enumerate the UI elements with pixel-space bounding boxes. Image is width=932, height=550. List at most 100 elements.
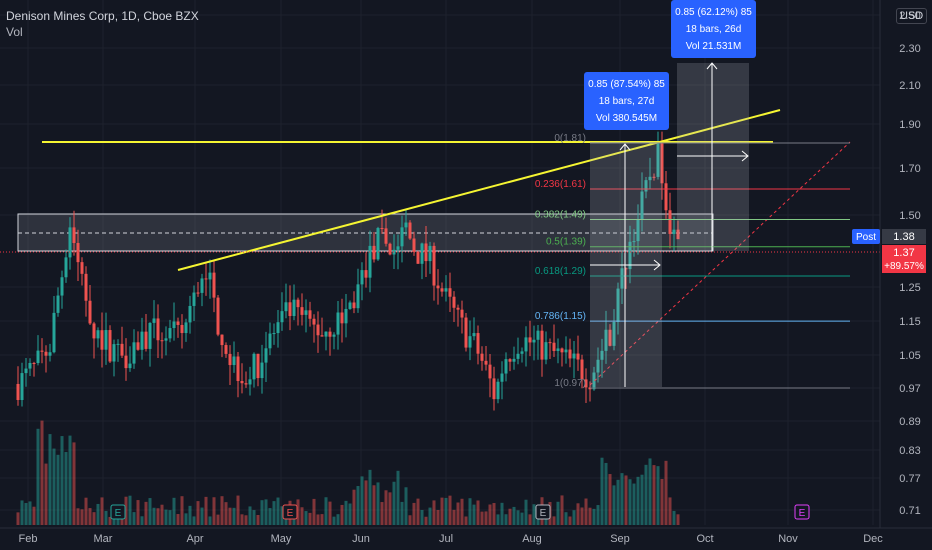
earnings-marker-label: E [115, 508, 122, 519]
candle-body [336, 312, 340, 335]
fib-level-label: 0.618(1.29) [535, 266, 586, 277]
price-tick-label: 0.83 [899, 445, 920, 457]
volume-bar [24, 503, 28, 525]
currency-badge[interactable]: USD [896, 8, 928, 24]
candle-body [604, 329, 608, 351]
candle-body [624, 268, 628, 270]
candle-body [280, 311, 284, 323]
volume-bar [620, 473, 624, 525]
candle-body [240, 381, 244, 384]
candle-body [388, 243, 392, 255]
fib-level-label: 0.5(1.39) [546, 237, 586, 248]
post-tag [852, 229, 880, 244]
time-tick-label: Mar [94, 533, 113, 545]
candle-body [456, 307, 460, 310]
candle-body [564, 349, 568, 353]
candle-body [656, 142, 660, 177]
volume-bar [580, 507, 584, 525]
candle-body [308, 310, 312, 319]
volume-bar [476, 500, 480, 525]
volume-bar [576, 503, 580, 525]
volume-bar [160, 504, 164, 525]
candle-body [352, 302, 356, 309]
volume-bar [672, 510, 676, 525]
volume-bar [636, 476, 640, 525]
volume-bar [520, 512, 524, 525]
volume-bar [616, 479, 620, 525]
time-tick-label: Sep [610, 533, 630, 545]
candle-body [672, 229, 676, 234]
candle-body [468, 336, 472, 348]
candle-body [304, 310, 308, 315]
volume-bar [196, 501, 200, 525]
volume-bar [632, 483, 636, 525]
volume-bar [656, 466, 660, 525]
volume-bar [600, 457, 604, 525]
candle-body [156, 318, 160, 341]
volume-bar [480, 511, 484, 525]
volume-bar [516, 510, 520, 525]
volume-bar [208, 516, 212, 525]
candle-body [120, 343, 124, 356]
volume-indicator-label[interactable]: Vol [6, 25, 23, 39]
volume-bar [296, 499, 300, 525]
candle-body [644, 180, 648, 192]
volume-bar [412, 502, 416, 525]
volume-bar [464, 516, 468, 525]
time-axis[interactable]: Feb Mar Apr May Jun Jul Aug Sep Oct Nov Dec [0, 527, 932, 545]
volume-bar [396, 470, 400, 525]
candle-body [272, 333, 276, 335]
volume-bar [612, 485, 616, 525]
measure-info-box [584, 72, 669, 130]
volume-bar [628, 479, 632, 525]
volume-bar [60, 436, 64, 525]
volume-bar [124, 496, 128, 525]
candle-body [508, 359, 512, 362]
volume-bar [564, 512, 568, 525]
time-tick-label: Feb [19, 533, 38, 545]
volume-bar [648, 458, 652, 525]
candle-body [384, 228, 388, 244]
volume-bar [668, 497, 672, 525]
candle-body [520, 351, 524, 354]
volume-bar [88, 508, 92, 525]
volume-bar [276, 497, 280, 525]
candle-body [464, 317, 468, 348]
volume-bar [336, 514, 340, 525]
volume-bar [332, 516, 336, 525]
price-tick-label: 0.77 [899, 473, 920, 485]
volume-bar [308, 512, 312, 525]
candle-body [60, 277, 64, 296]
volume-bar [204, 496, 208, 525]
candle-body [528, 337, 532, 343]
volume-bar [524, 499, 528, 525]
candle-body [368, 245, 372, 278]
candle-body [608, 329, 612, 346]
fib-level-label: 0.786(1.15) [535, 311, 586, 322]
volume-bar [360, 476, 364, 525]
candle-body [20, 373, 24, 401]
candle-body [332, 334, 336, 337]
volume-bar [188, 505, 192, 525]
candle-body [148, 322, 152, 349]
post-price-tag [882, 229, 926, 244]
candle-body [396, 246, 400, 250]
volume-bar [556, 501, 560, 525]
price-axis[interactable]: 2.50 2.30 2.10 1.90 1.70 1.50 1.25 1.15 1.05 0.97… [852, 0, 926, 528]
candle-body [648, 176, 652, 181]
volume-bar [232, 507, 236, 525]
volume-bar [92, 512, 96, 525]
price-tick-label: 1.90 [899, 119, 920, 131]
measure-arrow-head [706, 62, 718, 70]
volume-bar [448, 495, 452, 525]
rising-trendline [177, 109, 781, 271]
measure-info-text: 0.85 (62.12%) 85 [675, 7, 752, 18]
candle-body [32, 362, 36, 364]
candle-body [476, 333, 480, 354]
candle-body [44, 351, 48, 356]
candle-body [380, 228, 384, 230]
volume-bar [28, 501, 32, 525]
volume-bar [532, 504, 536, 525]
volume-bar [488, 504, 492, 525]
